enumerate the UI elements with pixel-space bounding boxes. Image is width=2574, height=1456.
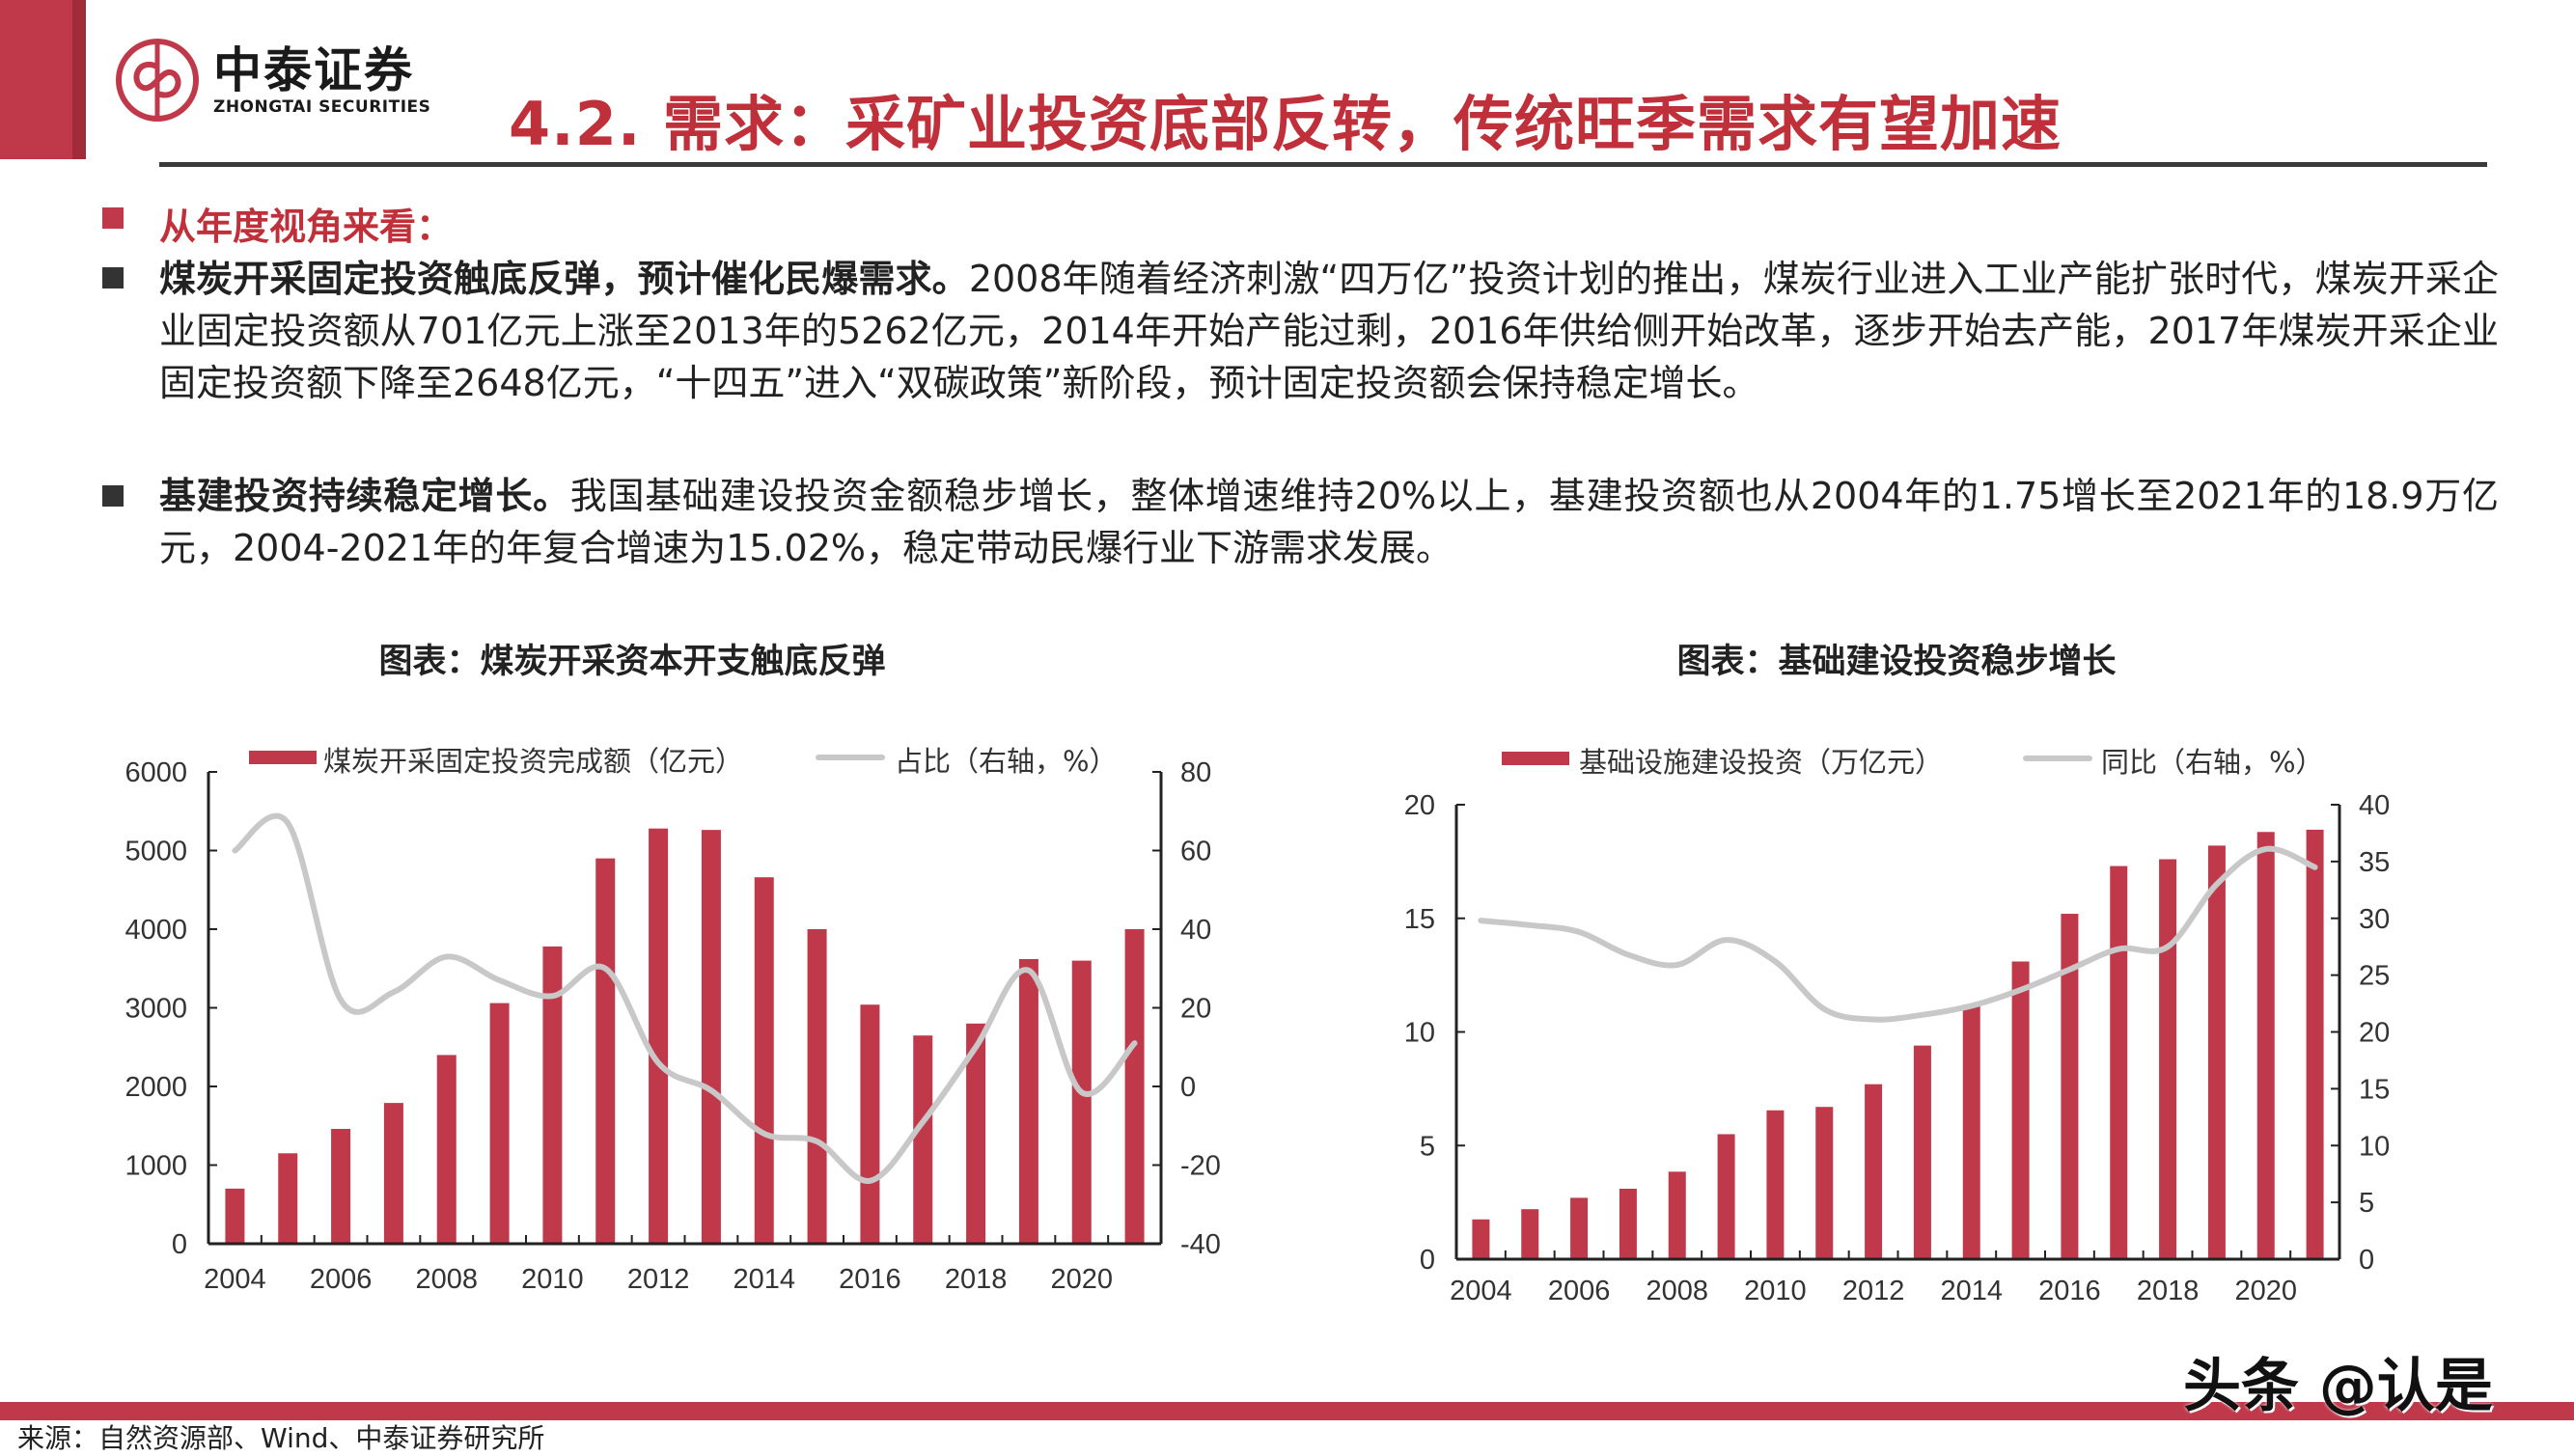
y-tick-label-left: 15 [1404,904,1435,935]
bar-2006 [1570,1197,1588,1259]
bar-2021 [2307,830,2324,1259]
y-tick-label-left: 2000 [125,1072,187,1103]
chart-2: 0 5 10 15 20 0 5 10 15 20 25 30 35 40 2004 2006 2008 2010… [1404,790,2391,1306]
bar-2008 [1669,1171,1686,1259]
x-tick-label: 2020 [1050,1264,1113,1295]
y-tick-label-right: 25 [2359,961,2390,992]
bar-2013 [702,830,721,1244]
bar-2019 [1019,959,1038,1244]
bar-2013 [1914,1046,1931,1259]
bar-2020 [2257,832,2275,1259]
bar-2006 [331,1129,350,1244]
bar-2004 [1472,1220,1489,1259]
y-tick-label-left: 5 [1420,1131,1435,1162]
y-tick-label-left: 0 [1420,1245,1435,1276]
x-tick-label: 2016 [2038,1276,2101,1306]
y-tick-label-right: 40 [1180,915,1211,946]
bar-2010 [1766,1111,1784,1259]
bar-2011 [595,859,615,1244]
x-tick-label: 2004 [204,1264,266,1295]
bar-2014 [755,877,774,1244]
y-tick-label-right: 20 [1180,994,1211,1025]
x-tick-label: 2016 [839,1264,901,1295]
bar-2008 [437,1055,457,1244]
y-tick-label-right: 20 [2359,1018,2390,1049]
source-note: 来源：自然资源部、Wind、中泰证券研究所 [17,1417,544,1456]
x-tick-label: 2010 [1744,1276,1807,1306]
bar-2019 [2208,845,2226,1259]
y-tick-label-right: -20 [1180,1151,1221,1182]
x-tick-label: 2012 [627,1264,690,1295]
bar-2007 [384,1103,403,1244]
bar-2012 [1865,1085,1882,1259]
x-tick-label: 2006 [310,1264,373,1295]
y-tick-label-right: 10 [2359,1131,2390,1162]
y-tick-label-right: -40 [1180,1229,1221,1260]
bar-2009 [490,1003,510,1244]
chart-1: 0 1000 2000 3000 4000 5000 6000 -40 -20 0 20 40 60 80… [125,757,1220,1295]
x-tick-label: 2018 [945,1264,1008,1295]
x-tick-label: 2008 [1646,1276,1708,1306]
x-tick-label: 2014 [1940,1276,2003,1306]
y-tick-label-right: 30 [2359,904,2390,935]
y-tick-label-right: 60 [1180,837,1211,867]
bar-2020 [1072,961,1092,1244]
y-tick-label-right: 0 [1180,1072,1196,1103]
line-series-2 [1481,849,2314,1020]
bar-2017 [2110,866,2127,1259]
x-tick-label: 2018 [2137,1276,2200,1306]
x-tick-label: 2010 [521,1264,584,1295]
y-tick-label-left: 3000 [125,994,187,1025]
x-tick-label: 2004 [1450,1276,1512,1306]
y-tick-label-right: 40 [2359,790,2390,821]
y-tick-label-right: 35 [2359,847,2390,878]
y-tick-label-right: 80 [1180,757,1211,788]
bar-2007 [1619,1189,1637,1259]
bar-2012 [649,829,668,1244]
bar-2005 [1521,1209,1538,1259]
bar-2017 [913,1035,932,1244]
bar-2015 [808,929,827,1244]
y-tick-label-right: 5 [2359,1188,2374,1219]
bar-2016 [860,1004,879,1244]
x-tick-label: 2020 [2234,1276,2297,1306]
watermark: 头条 @认是 [2183,1339,2493,1423]
x-tick-label: 2008 [415,1264,478,1295]
y-tick-label-left: 4000 [125,915,187,946]
bar-2018 [2159,860,2176,1259]
bar-2015 [2012,961,2030,1259]
y-tick-label-left: 6000 [125,757,187,788]
bar-2014 [1963,1004,1980,1259]
bar-2004 [225,1189,244,1244]
line-series-1 [235,816,1134,1181]
y-tick-label-right: 15 [2359,1074,2390,1105]
y-tick-label-left: 1000 [125,1151,187,1182]
bar-2005 [278,1153,297,1244]
bar-2009 [1718,1134,1735,1259]
x-tick-label: 2006 [1548,1276,1611,1306]
bar-2011 [1815,1107,1833,1259]
y-tick-label-left: 0 [172,1229,187,1260]
y-tick-label-left: 20 [1404,790,1435,821]
x-tick-label: 2012 [1842,1276,1905,1306]
x-tick-label: 2014 [733,1264,795,1295]
bar-2021 [1125,929,1145,1244]
y-tick-label-left: 5000 [125,837,187,867]
y-tick-label-right: 0 [2359,1245,2374,1276]
y-tick-label-left: 10 [1404,1018,1435,1049]
